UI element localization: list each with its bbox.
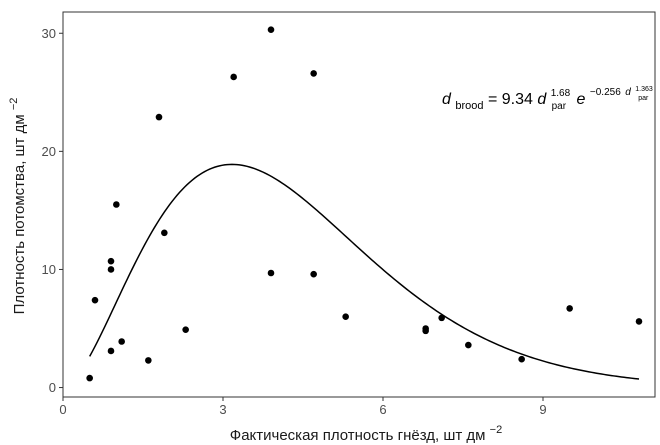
- eq-exp2-d: d: [625, 87, 631, 98]
- data-point: [310, 70, 317, 77]
- eq-e: e: [577, 91, 586, 108]
- data-point: [342, 313, 349, 320]
- eq-sub-par: par: [552, 101, 567, 112]
- fit-equation: d brood = 9.34 d 1.68 par e −0.256 d 1.3…: [442, 78, 657, 113]
- data-points: [86, 26, 643, 382]
- data-point: [422, 327, 429, 335]
- data-point: [230, 73, 237, 81]
- y-tick-label: 20: [42, 144, 56, 159]
- data-point: [161, 229, 168, 237]
- fit-curve-group: [89, 163, 640, 380]
- x-axis-title-text: Фактическая плотность гнёзд, шт дм: [230, 427, 486, 444]
- data-point: [113, 201, 120, 208]
- eq-lhs-sub: brood: [455, 100, 483, 112]
- y-axis-title-sup: −2: [8, 98, 20, 111]
- data-point: [438, 314, 445, 322]
- y-axis-title: Плотность потомства, шт дм −2: [8, 98, 28, 315]
- data-point: [267, 26, 275, 34]
- x-tick-label: 3: [219, 402, 226, 417]
- eq-exp2-pre: −0.256: [590, 87, 621, 98]
- data-point: [155, 113, 163, 121]
- y-axis-ticks: 0 10 20 30: [42, 26, 63, 395]
- x-tick-label: 6: [379, 402, 386, 417]
- fitted-curve: [89, 163, 640, 380]
- x-axis-title-sup: −2: [490, 424, 503, 436]
- plot-panel: [62, 11, 656, 398]
- data-point: [518, 355, 525, 363]
- data-point: [86, 374, 93, 382]
- x-axis-title: Фактическая плотность гнёзд, шт дм −2: [230, 424, 502, 444]
- data-point: [267, 269, 275, 277]
- y-tick-label: 0: [49, 380, 56, 395]
- data-point: [118, 338, 125, 345]
- eq-exp2-sup: 1.363: [635, 86, 653, 93]
- eq-coef: = 9.34: [488, 91, 533, 108]
- data-point: [107, 266, 115, 273]
- x-axis-ticks: 0 3 6 9: [59, 397, 547, 417]
- y-axis-title-text: Плотность потомства, шт дм: [11, 114, 28, 314]
- eq-exp2-sub: par: [638, 95, 649, 102]
- y-tick-label: 30: [42, 26, 56, 41]
- data-point: [182, 326, 189, 333]
- x-tick-label: 0: [59, 402, 66, 417]
- eq-lhs: d: [442, 91, 452, 108]
- data-point: [107, 257, 115, 265]
- eq-exp1: 1.68: [551, 88, 571, 99]
- x-tick-label: 9: [539, 402, 546, 417]
- y-tick-label: 10: [42, 262, 56, 277]
- data-point: [465, 341, 472, 349]
- data-point: [107, 347, 115, 355]
- data-point: [566, 305, 573, 312]
- data-point: [91, 296, 99, 304]
- data-point: [310, 270, 317, 278]
- data-point: [145, 357, 152, 364]
- eq-d: d: [537, 91, 547, 108]
- data-point: [635, 318, 643, 325]
